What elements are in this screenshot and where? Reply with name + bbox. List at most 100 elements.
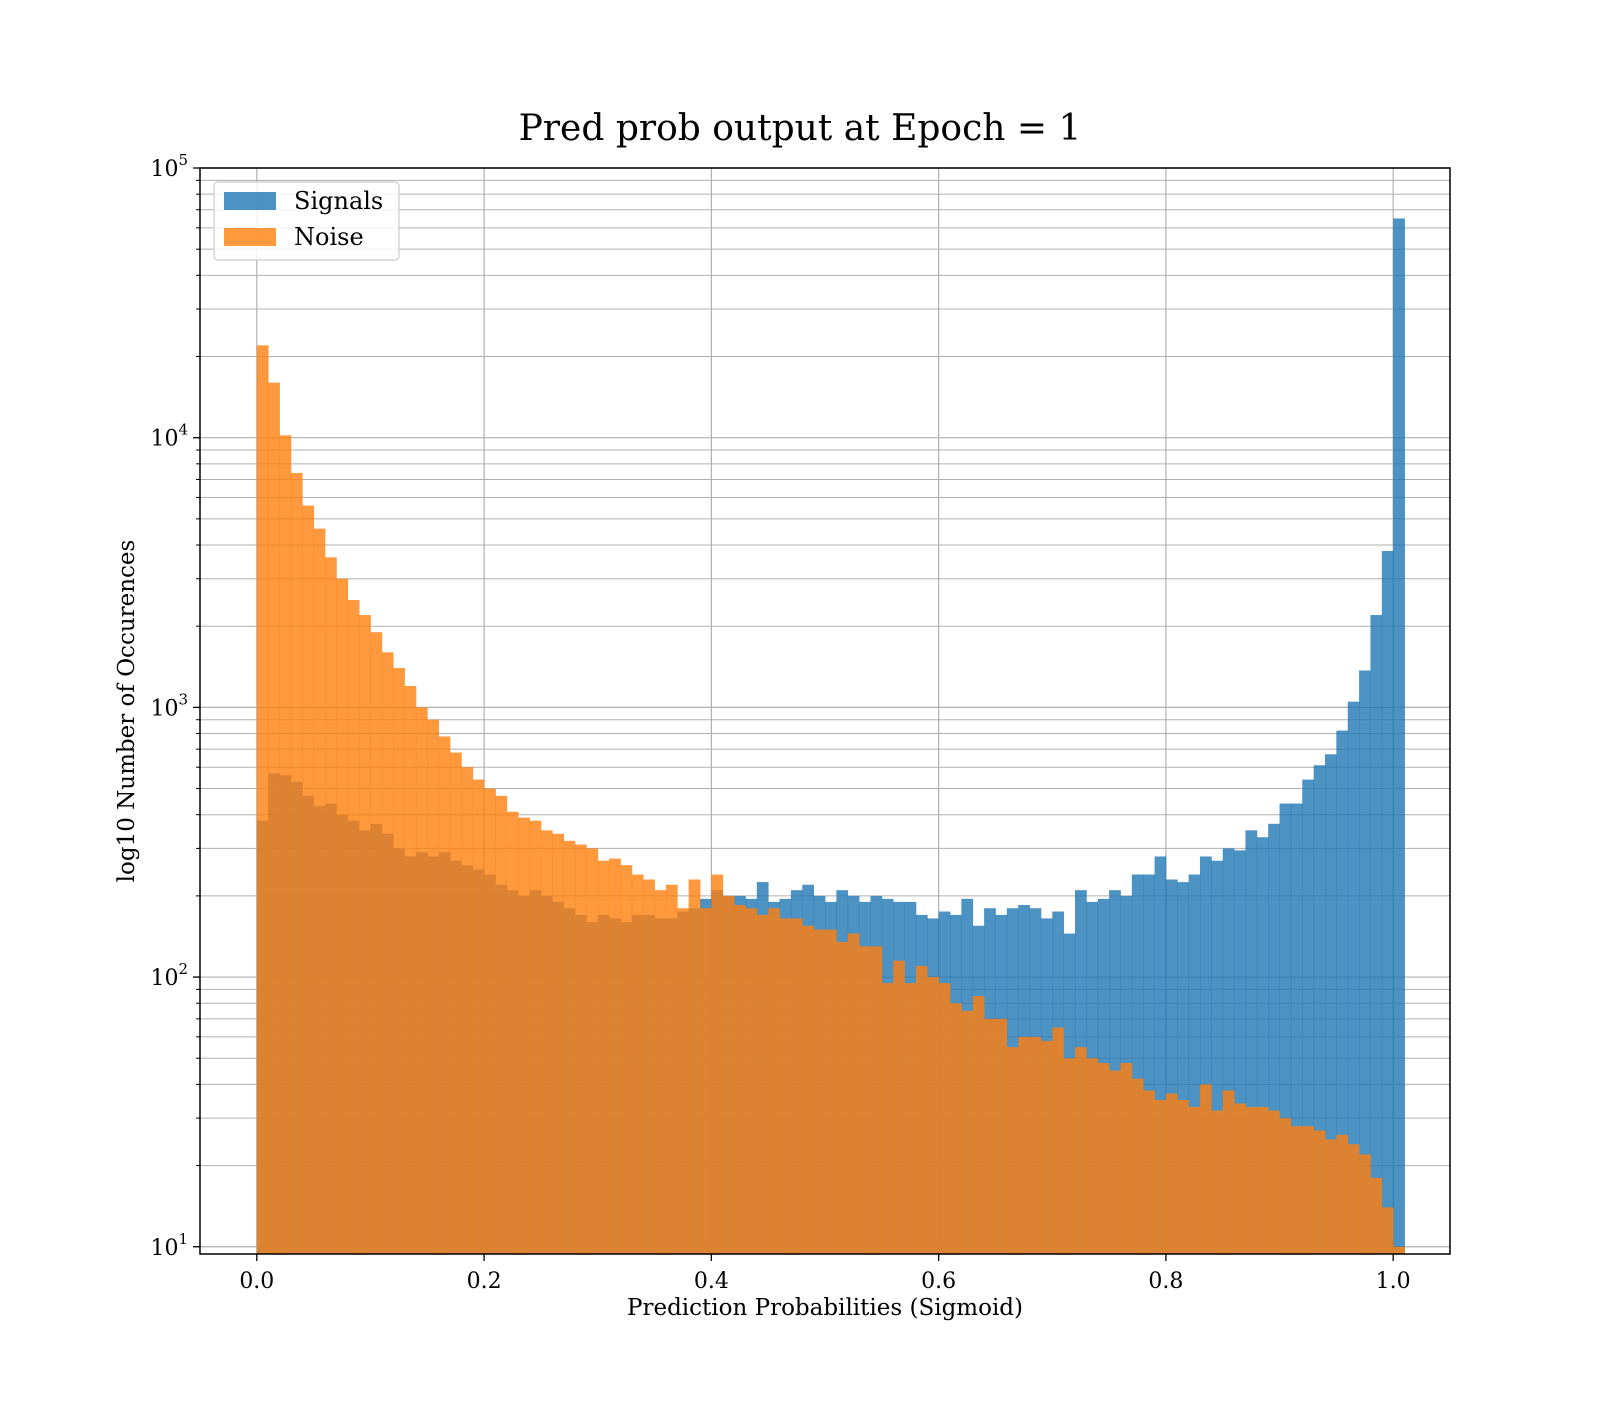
histogram-bar <box>904 983 917 1254</box>
y-tick-label: 101 <box>150 1230 188 1261</box>
histogram-bar <box>1393 218 1405 1255</box>
histogram-bar <box>1325 754 1337 1254</box>
histogram-bar <box>359 615 371 1254</box>
histogram-bar <box>336 578 349 1254</box>
x-tick-label: 0.0 <box>239 1269 274 1294</box>
histogram-bar <box>1359 1154 1371 1254</box>
histogram-bar <box>279 435 292 1254</box>
histogram-bar <box>1211 860 1224 1254</box>
histogram-bar <box>1370 1177 1383 1254</box>
y-tick-label: 105 <box>150 151 188 182</box>
histogram-bar <box>711 874 724 1254</box>
histogram-bar <box>1040 1040 1053 1254</box>
histogram-bar <box>1097 1063 1110 1254</box>
histogram-bar <box>1279 1118 1292 1254</box>
histogram-bar <box>836 941 849 1254</box>
histogram-bar <box>1245 1106 1258 1254</box>
histogram-bar <box>575 844 587 1254</box>
legend-label-noise: Noise <box>294 223 364 251</box>
histogram-bar <box>984 1018 996 1254</box>
histogram-bar <box>734 905 746 1254</box>
histogram-bar <box>563 840 576 1254</box>
histogram-bar <box>1143 874 1155 1254</box>
histogram-bar <box>1120 1063 1133 1254</box>
histogram-bar <box>825 929 837 1254</box>
histogram-bar <box>1200 1084 1212 1254</box>
histogram-bar <box>495 795 508 1254</box>
chart-title: Pred prob output at Epoch = 1 <box>519 108 1082 149</box>
histogram-bar <box>268 382 280 1254</box>
histogram-bar <box>1006 1047 1019 1254</box>
series-noise <box>256 345 1405 1255</box>
histogram-bar <box>881 983 894 1254</box>
histogram-bar <box>802 925 815 1254</box>
x-tick-label: 0.2 <box>467 1269 502 1294</box>
histogram-bar <box>700 908 712 1254</box>
histogram-bar <box>256 345 269 1255</box>
histogram-bar <box>1029 1036 1042 1254</box>
histogram-bar <box>870 946 883 1254</box>
histogram-bar <box>325 557 337 1254</box>
histogram-bar <box>1052 1027 1065 1254</box>
histogram-bar <box>484 788 496 1254</box>
histogram-bar <box>1268 823 1280 1254</box>
histogram-bar <box>1188 1106 1201 1254</box>
histogram-bar <box>1234 850 1246 1254</box>
histogram-bar <box>552 833 565 1254</box>
histogram-bar <box>620 865 633 1254</box>
histogram-bar <box>586 848 599 1254</box>
histogram-bar <box>1063 1058 1076 1254</box>
y-tick-label: 104 <box>150 421 188 452</box>
histogram-bar <box>302 505 315 1255</box>
histogram-bar <box>1131 1078 1144 1254</box>
bars-layer <box>256 218 1405 1255</box>
histogram-bar <box>393 667 405 1254</box>
x-tick-label: 1.0 <box>1376 1269 1411 1294</box>
histogram-bar <box>597 860 610 1254</box>
histogram-bar <box>1256 837 1269 1254</box>
x-tick-label: 0.4 <box>694 1269 729 1294</box>
histogram-bar <box>1256 1106 1269 1254</box>
histogram-bar <box>1302 1126 1315 1254</box>
histogram-bar <box>790 918 803 1254</box>
histogram-bar <box>1131 874 1144 1254</box>
histogram-bar <box>1336 730 1349 1254</box>
histogram-bar <box>1313 1130 1326 1254</box>
histogram-bar <box>1279 803 1292 1254</box>
histogram-bar <box>1245 830 1258 1254</box>
histogram-bar <box>438 736 451 1254</box>
histogram-bar <box>529 820 542 1254</box>
y-axis-label: log10 Number of Occurences <box>114 540 140 883</box>
histogram-bar <box>915 965 928 1254</box>
histogram-bar <box>938 983 951 1254</box>
histogram-bar <box>347 600 360 1254</box>
histogram-bar <box>768 908 780 1254</box>
histogram-bar <box>415 707 428 1254</box>
histogram-bar <box>540 830 553 1254</box>
histogram-bar <box>1325 1139 1337 1254</box>
histogram-bar <box>665 884 678 1254</box>
histogram-bar <box>1222 1090 1235 1254</box>
histogram-bar <box>1222 848 1235 1254</box>
histogram-bar <box>847 933 860 1254</box>
histogram-bar <box>1268 1110 1280 1254</box>
histogram-bar <box>1381 551 1394 1254</box>
histogram-bar <box>1359 670 1371 1254</box>
histogram-bar <box>745 908 758 1254</box>
histogram-bar <box>893 960 905 1254</box>
histogram-bar <box>1154 1100 1167 1254</box>
histogram-bar <box>677 908 690 1254</box>
histogram-bar <box>961 1010 974 1254</box>
histogram-bar <box>1347 1144 1360 1254</box>
histogram-bar <box>1165 879 1178 1254</box>
legend: Signals Noise <box>213 181 400 261</box>
plot-frame <box>199 167 1451 1255</box>
histogram-bar <box>631 874 644 1254</box>
histogram-bar <box>1211 1110 1224 1254</box>
histogram-bar <box>1018 1036 1030 1254</box>
histogram-bar <box>518 817 530 1254</box>
histogram-bar <box>370 632 383 1254</box>
histogram-bar <box>1143 1090 1155 1254</box>
